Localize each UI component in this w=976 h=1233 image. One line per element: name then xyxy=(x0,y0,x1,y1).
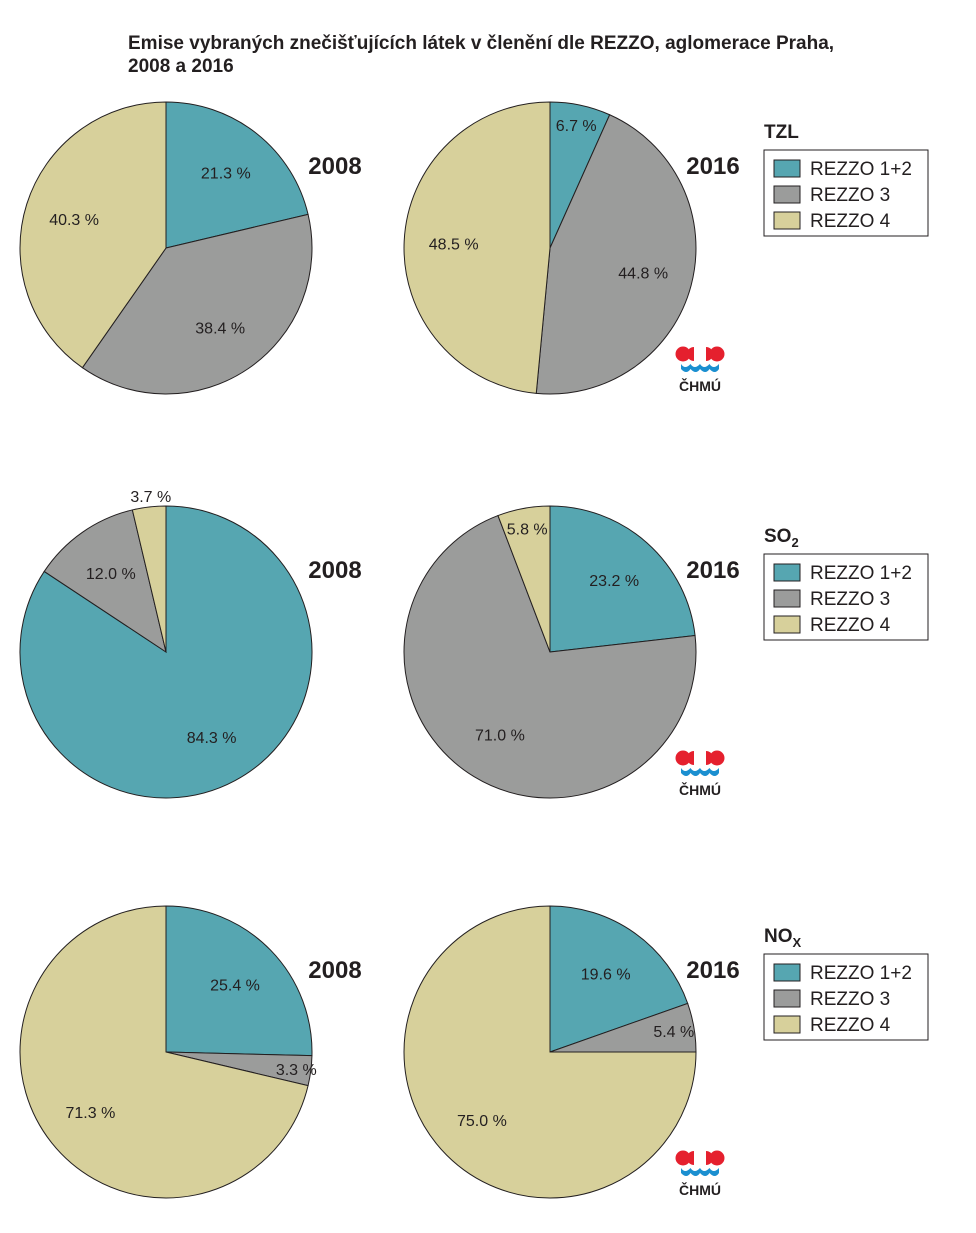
pie-tzl-2008: 21.3 % 38.4 % 40.3 % 2008 xyxy=(19,101,362,395)
chart-group-so2: 84.3 % 12.0 % 3.7 % 2008 23.2 % 71.0 % 5.8 % 20… xyxy=(19,489,929,799)
pie-so2-2016: 23.2 % 71.0 % 5.8 % 2016 xyxy=(403,505,740,799)
chmu-logo: ČHMÚ xyxy=(675,346,725,394)
pie-slice-rezzo-1-2 xyxy=(165,101,309,249)
pie-nox-2016: 19.6 % 5.4 % 75.0 % 2016 xyxy=(403,905,740,1199)
pollutant-label: NOX xyxy=(764,926,802,950)
legend-label-rezzo-3: REZZO 3 xyxy=(810,185,890,206)
legend-swatch-rezzo-3 xyxy=(773,185,801,204)
chart-title-line-2: 2008 a 2016 xyxy=(128,56,234,77)
chmu-logo-text: ČHMÚ xyxy=(679,1181,721,1198)
pie-slice-rezzo-4 xyxy=(403,905,697,1199)
chmu-logo-text: ČHMÚ xyxy=(679,377,721,394)
legend-label-rezzo-1-2: REZZO 1+2 xyxy=(810,159,912,180)
year-label: 2016 xyxy=(686,957,739,984)
year-label: 2008 xyxy=(308,153,361,180)
chart-title: Emise vybraných znečišťujících látek v č… xyxy=(128,32,928,78)
legend-swatch-rezzo-3 xyxy=(773,589,801,608)
slice-label-rezzo-4: 75.0 % xyxy=(457,1113,507,1130)
slice-label-rezzo-4: 5.8 % xyxy=(507,522,548,539)
legend-swatch-rezzo-4 xyxy=(773,211,801,230)
pie-slice-rezzo-4 xyxy=(19,101,167,369)
legend: REZZO 1+2 REZZO 3 REZZO 4 xyxy=(763,149,929,237)
pie-slice-rezzo-4 xyxy=(497,505,551,653)
slice-label-rezzo-3: 5.4 % xyxy=(653,1024,694,1041)
slice-label-rezzo-4: 3.7 % xyxy=(130,489,171,506)
slice-label-rezzo-1-2: 19.6 % xyxy=(581,966,631,983)
legend-swatch-rezzo-3 xyxy=(773,989,801,1008)
slice-label-rezzo-3: 12.0 % xyxy=(86,566,136,583)
legend-label-rezzo-3: REZZO 3 xyxy=(810,989,890,1010)
pollutant-label: TZL xyxy=(764,122,799,143)
chart-title-line-1: Emise vybraných znečišťujících látek v č… xyxy=(128,33,835,54)
legend-label-rezzo-4: REZZO 4 xyxy=(810,211,891,232)
slice-label-rezzo-1-2: 23.2 % xyxy=(589,573,639,590)
legend-swatch-rezzo-1-2 xyxy=(773,563,801,582)
pie-slice-rezzo-3 xyxy=(81,213,313,395)
legend-label-rezzo-4: REZZO 4 xyxy=(810,615,891,636)
slice-label-rezzo-3: 71.0 % xyxy=(475,727,525,744)
pie-nox-2008: 25.4 % 3.3 % 71.3 % 2008 xyxy=(19,905,362,1199)
year-label: 2016 xyxy=(686,153,739,180)
pie-slice-rezzo-1-2 xyxy=(549,505,696,653)
slice-label-rezzo-3: 3.3 % xyxy=(276,1062,317,1079)
legend-label-rezzo-3: REZZO 3 xyxy=(810,589,890,610)
slice-label-rezzo-4: 40.3 % xyxy=(49,212,99,229)
chart-group-nox: 25.4 % 3.3 % 71.3 % 2008 19.6 % 5.4 % 75.0 % 20… xyxy=(19,905,929,1199)
pie-slice-rezzo-3 xyxy=(535,114,697,395)
legend-swatch-rezzo-4 xyxy=(773,615,801,634)
pie-so2-2008: 84.3 % 12.0 % 3.7 % 2008 xyxy=(19,489,362,799)
slice-label-rezzo-3: 44.8 % xyxy=(618,266,668,283)
pie-slice-rezzo-4 xyxy=(131,505,167,653)
year-label: 2008 xyxy=(308,957,361,984)
chmu-logo: ČHMÚ xyxy=(675,750,725,798)
legend: REZZO 1+2 REZZO 3 REZZO 4 xyxy=(763,553,929,641)
year-label: 2016 xyxy=(686,557,739,584)
slice-label-rezzo-3: 38.4 % xyxy=(195,321,245,338)
legend: REZZO 1+2 REZZO 3 REZZO 4 xyxy=(763,953,929,1041)
slice-label-rezzo-1-2: 25.4 % xyxy=(210,978,260,995)
slice-label-rezzo-1-2: 84.3 % xyxy=(187,730,237,747)
pie-slice-rezzo-4 xyxy=(403,101,551,394)
pollutant-label: SO2 xyxy=(764,526,799,550)
pie-slice-rezzo-1-2 xyxy=(165,905,313,1057)
legend-swatch-rezzo-1-2 xyxy=(773,159,801,178)
slice-label-rezzo-1-2: 6.7 % xyxy=(556,118,597,135)
pie-slice-rezzo-3 xyxy=(43,509,167,654)
legend-label-rezzo-1-2: REZZO 1+2 xyxy=(810,563,912,584)
pie-slice-rezzo-4 xyxy=(19,905,309,1199)
legend-label-rezzo-1-2: REZZO 1+2 xyxy=(810,963,912,984)
legend-label-rezzo-4: REZZO 4 xyxy=(810,1015,891,1036)
pie-tzl-2016: 6.7 % 44.8 % 48.5 % 2016 xyxy=(403,101,740,395)
year-label: 2008 xyxy=(308,557,361,584)
chart-group-tzl: 21.3 % 38.4 % 40.3 % 2008 6.7 % 44.8 % 48.5 % 2… xyxy=(19,101,929,395)
chmu-logo: ČHMÚ xyxy=(675,1150,725,1198)
chmu-logo-text: ČHMÚ xyxy=(679,781,721,798)
slice-label-rezzo-1-2: 21.3 % xyxy=(201,165,251,182)
legend-swatch-rezzo-4 xyxy=(773,1015,801,1034)
slice-label-rezzo-4: 71.3 % xyxy=(65,1105,115,1122)
pie-slice-rezzo-3 xyxy=(403,514,697,799)
legend-swatch-rezzo-1-2 xyxy=(773,963,801,982)
slice-label-rezzo-4: 48.5 % xyxy=(429,237,479,254)
